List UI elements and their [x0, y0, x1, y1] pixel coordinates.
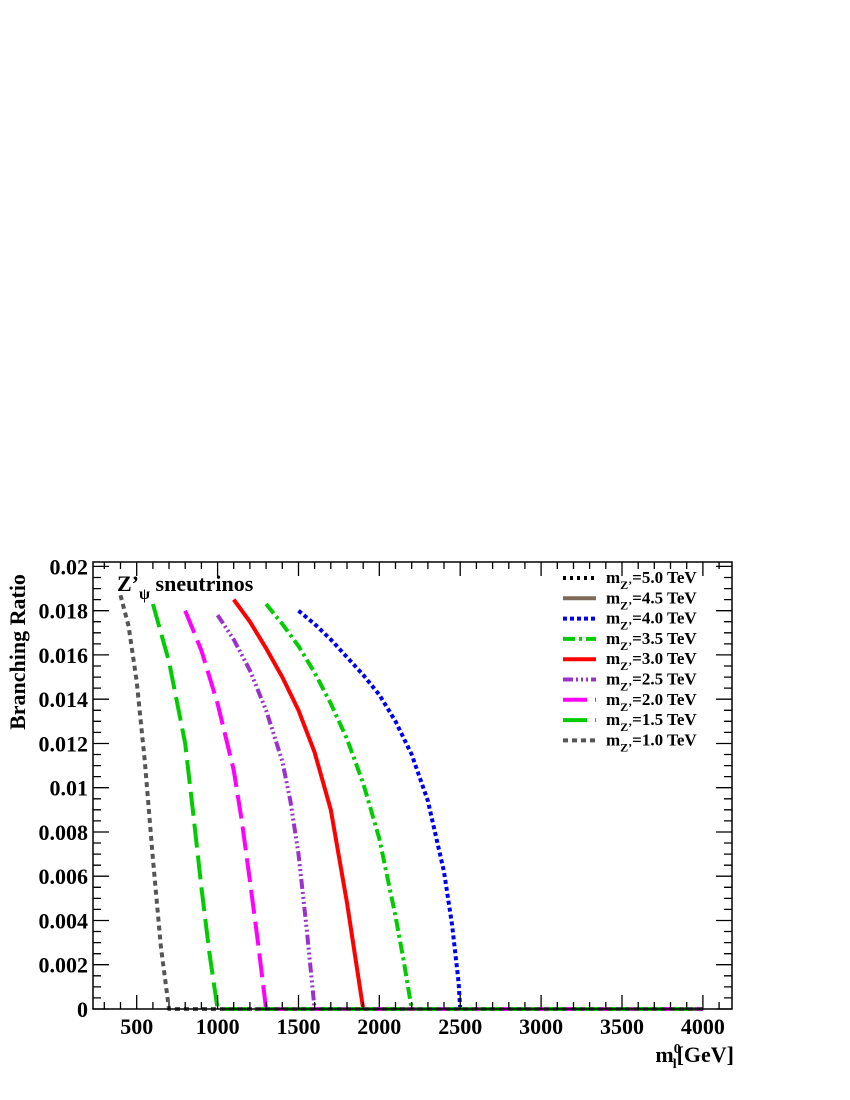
legend-entry: mZ’=3.5 TeV [563, 629, 697, 653]
x-axis-label: m0 l[GeV] [655, 1042, 734, 1072]
tick-marks [93, 562, 732, 1010]
legend-label: mZ’=1.5 TeV [606, 710, 697, 734]
x-tick-label: 4000 [681, 1014, 725, 1039]
legend-entry: mZ’=2.5 TeV [563, 670, 697, 694]
x-tick-label: 500 [120, 1014, 153, 1039]
legend-entry: mZ’=4.5 TeV [563, 588, 697, 612]
y-tick-label: 0.004 [39, 909, 89, 934]
series-line-2 [297, 609, 703, 1011]
y-tick-label: 0.012 [39, 732, 89, 757]
axis-ticks [93, 562, 732, 1010]
legend-label: mZ’=5.0 TeV [606, 568, 697, 592]
legend-entry: mZ’=1.5 TeV [563, 710, 697, 734]
x-tick-label: 2500 [438, 1014, 482, 1039]
legend-label: mZ’=1.0 TeV [606, 730, 697, 754]
plot-frame [92, 561, 733, 1010]
series-line-8 [118, 594, 703, 1011]
series-line-4 [232, 598, 703, 1011]
y-tick-label: 0 [77, 997, 88, 1022]
y-tick-label: 0.018 [39, 599, 89, 624]
legend-label: mZ’=2.0 TeV [606, 690, 697, 714]
x-tick-label: 1000 [196, 1014, 240, 1039]
xlabel-main: m [655, 1042, 673, 1067]
title-subscript: ψ [139, 586, 150, 603]
legend-entry: mZ’=1.0 TeV [563, 730, 697, 754]
y-tick-label: 0.002 [39, 953, 89, 978]
legend-label: mZ’=3.5 TeV [606, 629, 697, 653]
x-tick-label: 3500 [600, 1014, 644, 1039]
xlabel-superscript: 0 [674, 1042, 681, 1057]
series-curves [118, 594, 703, 1011]
series-line-6 [183, 609, 703, 1011]
legend-entry: mZ’=4.0 TeV [563, 609, 697, 633]
legend-label: mZ’=4.0 TeV [606, 609, 697, 633]
x-tick-label: 2000 [357, 1014, 401, 1039]
y-tick-label: 0.01 [50, 776, 89, 801]
legend-label: mZ’=3.0 TeV [606, 649, 697, 673]
y-tick-label: 0.008 [39, 820, 89, 845]
series-line-3 [264, 602, 703, 1011]
legend-label: mZ’=2.5 TeV [606, 670, 697, 694]
series-line-7 [150, 603, 703, 1011]
legend-entry: mZ’=3.0 TeV [563, 649, 697, 673]
y-tick-label: 0.006 [39, 864, 89, 889]
x-tick-labels: 500 1000 1500 2000 2500 3000 3500 4000 [120, 1014, 725, 1039]
y-tick-label: 0.016 [39, 643, 89, 668]
chart-title: Z’ψ sneutrinos [117, 571, 254, 603]
y-axis-label: Branching Ratio [5, 574, 30, 730]
legend-entry: mZ’=5.0 TeV [563, 568, 697, 592]
y-tick-labels: 0 0.002 0.004 0.006 0.008 0.01 0.012 0.014 0.016… [39, 554, 89, 1022]
title-rest: sneutrinos [150, 571, 254, 596]
xlabel-rest: [GeV] [677, 1042, 734, 1067]
xlabel-subscript: l [673, 1057, 677, 1072]
series-line-5 [215, 613, 703, 1011]
x-tick-label: 3000 [519, 1014, 563, 1039]
title-main: Z’ [117, 571, 139, 596]
x-tick-label: 1500 [277, 1014, 321, 1039]
legend-entry: mZ’=2.0 TeV [563, 690, 697, 714]
y-tick-label: 0.02 [50, 554, 89, 579]
legend-label: mZ’=4.5 TeV [606, 588, 697, 612]
y-tick-label: 0.014 [39, 687, 89, 712]
